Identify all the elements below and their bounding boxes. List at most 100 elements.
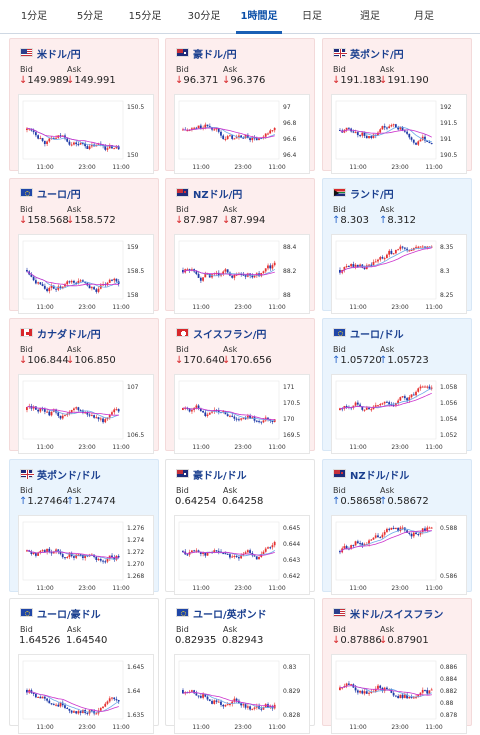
pair-name[interactable]: 英ポンド/ドル <box>37 471 101 482</box>
candle <box>204 694 207 697</box>
price-chart[interactable]: 171 170.5 170 169.5 11:00 23:00 11:00 <box>174 374 310 454</box>
candle <box>95 713 98 715</box>
price-chart[interactable]: 97 96.8 96.6 96.4 11:00 23:00 11:00 <box>174 94 310 174</box>
currency-card[interactable]: 英ポンド/円 Bid Ask ↓191.183 ↓191.190 192 191.5 191 1… <box>322 38 472 174</box>
currency-card[interactable]: 豪ドル/円 Bid Ask ↓96.371 ↓96.376 97 96.8 96.6 96.4 1… <box>165 38 315 174</box>
moving-average-line <box>182 127 275 139</box>
currency-card[interactable]: ユーロ/ドル Bid Ask ↑1.05720 ↑1.05723 1.058 1.056 1.… <box>322 318 472 454</box>
x-tick-label: 23:00 <box>78 585 95 592</box>
currency-card[interactable]: NZドル/ドル Bid Ask ↑0.58658 ↑0.58672 0.588 0.586 1… <box>322 459 472 595</box>
bid-value: ↓0.87886 <box>332 635 382 646</box>
currency-card[interactable]: スイスフラン/円 Bid Ask ↓170.640 ↓170.656 171 170.5 17… <box>165 318 315 454</box>
tab-5[interactable]: 日足 <box>302 11 322 22</box>
pair-name[interactable]: 豪ドル/ドル <box>193 471 247 482</box>
pair-name[interactable]: 英ポンド/円 <box>350 50 404 61</box>
price-chart[interactable]: 159 158.5 158 11:00 23:00 11:00 <box>18 234 154 314</box>
pair-name[interactable]: スイスフラン/円 <box>193 330 267 341</box>
candle <box>197 405 200 409</box>
tab-6[interactable]: 週足 <box>360 11 380 22</box>
pair-name[interactable]: 米ドル/円 <box>37 50 81 61</box>
currency-card[interactable]: ユーロ/円 Bid Ask ↓158.568 ↓158.572 159 158.5 158 11… <box>9 178 159 314</box>
candle <box>97 288 100 292</box>
candle <box>345 406 348 408</box>
candle <box>240 135 242 138</box>
candle <box>37 409 39 412</box>
bid-value: ↑8.303 <box>332 215 370 226</box>
pair-name[interactable]: ユーロ/豪ドル <box>37 610 101 621</box>
tab-2[interactable]: 15分足 <box>128 11 162 22</box>
price-chart[interactable]: 8.35 8.3 8.25 11:00 23:00 11:00 <box>331 234 467 314</box>
x-tick-label: 11:00 <box>268 164 285 171</box>
tab-3[interactable]: 30分足 <box>187 11 221 22</box>
pair-name[interactable]: ユーロ/英ポンド <box>193 610 267 621</box>
candle <box>428 527 431 529</box>
price-chart[interactable]: 0.886 0.884 0.882 0.88 0.878 11:00 23:00 11:00 <box>331 654 467 734</box>
x-tick-label: 11:00 <box>349 164 366 171</box>
ask-value: ↓87.994 <box>222 215 266 226</box>
tab-7[interactable]: 月足 <box>414 11 434 22</box>
ask-label: Ask <box>67 345 82 354</box>
candle <box>244 552 247 555</box>
tab-4[interactable]: 1時間足 <box>230 0 288 34</box>
currency-card[interactable]: ランド/円 Bid Ask ↑8.303 ↑8.312 8.35 8.3 8.25 11:00 2… <box>322 178 472 314</box>
price-chart[interactable]: 150.5 150 11:00 23:00 11:00 <box>18 94 154 174</box>
arrow-down-icon: ↓ <box>175 75 184 86</box>
ask-value: ↑8.312 <box>379 215 417 226</box>
candle <box>347 683 350 685</box>
pair-name[interactable]: NZドル/円 <box>193 190 243 201</box>
candle <box>79 142 82 145</box>
currency-card[interactable]: NZドル/円 Bid Ask ↓87.987 ↓87.994 88.4 88.2 88 11:0… <box>165 178 315 314</box>
candle <box>70 410 73 413</box>
currency-card[interactable]: 英ポンド/ドル Bid Ask ↑1.27464 ↑1.27474 1.276 1.274 1… <box>9 459 159 595</box>
currency-card[interactable]: カナダドル/円 Bid Ask ↓106.844 ↓106.850 107 106.5 11:… <box>9 318 159 454</box>
ch-flag-icon <box>176 328 189 337</box>
candle <box>390 689 393 693</box>
currency-card[interactable]: 米ドル/スイスフラン Bid Ask ↓0.87886 ↓0.87901 0.886 0.8… <box>322 598 472 734</box>
price-chart[interactable]: 1.276 1.274 1.272 1.270 1.268 11:00 23:00 11:00 <box>18 515 154 595</box>
eu-flag-icon <box>20 608 33 617</box>
pair-name[interactable]: ユーロ/ドル <box>350 330 404 341</box>
candle <box>117 555 120 558</box>
candle <box>271 545 274 548</box>
candle <box>52 137 55 139</box>
candle <box>235 698 238 701</box>
ask-label: Ask <box>380 345 395 354</box>
y-tick-label: 158 <box>127 292 139 299</box>
price-chart[interactable]: 1.058 1.056 1.054 1.052 11:00 23:00 11:00 <box>331 374 467 454</box>
candle <box>111 555 113 558</box>
currency-card[interactable]: ユーロ/豪ドル Bid Ask 1.64526 1.64540 1.645 1.64 1.63… <box>9 598 159 734</box>
candle <box>43 140 46 145</box>
candle <box>370 136 373 138</box>
currency-card[interactable]: 米ドル/円 Bid Ask ↓149.989 ↓149.991 150.5 150 11:00… <box>9 38 159 174</box>
arrow-up-icon: ↑ <box>332 355 341 366</box>
price-chart[interactable]: 107 106.5 11:00 23:00 11:00 <box>18 374 154 454</box>
pair-name[interactable]: NZドル/ドル <box>350 471 410 482</box>
us-flag-icon <box>20 48 33 57</box>
tab-1[interactable]: 5分足 <box>76 11 104 22</box>
price-chart[interactable]: 192 191.5 191 190.5 11:00 23:00 11:00 <box>331 94 467 174</box>
candle <box>48 138 51 142</box>
currency-card[interactable]: ユーロ/英ポンド Bid Ask 0.82935 0.82943 0.83 0.829 0.8… <box>165 598 315 734</box>
y-tick-label: 1.645 <box>127 664 144 671</box>
candle <box>237 557 240 559</box>
candle <box>104 145 107 150</box>
pair-name[interactable]: 豪ドル/円 <box>193 50 237 61</box>
pair-name[interactable]: ユーロ/円 <box>37 190 81 201</box>
candle <box>392 253 395 255</box>
pair-name[interactable]: ランド/円 <box>350 190 394 201</box>
y-tick-label: 8.3 <box>440 268 450 275</box>
price-chart[interactable]: 0.588 0.586 11:00 23:00 11:00 <box>331 515 467 595</box>
price-chart[interactable]: 1.645 1.64 1.635 11:00 23:00 11:00 <box>18 654 154 734</box>
candle <box>68 708 71 711</box>
candle <box>356 541 359 544</box>
candle <box>233 698 236 702</box>
price-chart[interactable]: 0.645 0.644 0.643 0.642 11:00 23:00 11:00 <box>174 515 310 595</box>
currency-card[interactable]: 豪ドル/ドル Bid Ask 0.64254 0.64258 0.645 0.644 0.64… <box>165 459 315 595</box>
candle <box>352 545 355 547</box>
pair-name[interactable]: カナダドル/円 <box>37 330 101 341</box>
price-chart[interactable]: 0.83 0.829 0.828 11:00 23:00 11:00 <box>174 654 310 734</box>
candle <box>260 708 263 710</box>
tab-0[interactable]: 1分足 <box>20 11 48 22</box>
pair-name[interactable]: 米ドル/スイスフラン <box>350 610 444 621</box>
price-chart[interactable]: 88.4 88.2 88 11:00 23:00 11:00 <box>174 234 310 314</box>
